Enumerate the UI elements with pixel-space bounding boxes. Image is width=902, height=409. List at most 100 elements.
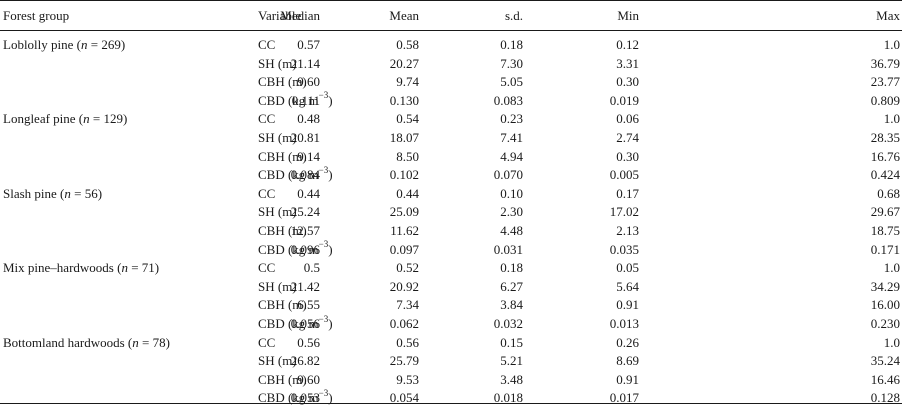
table-row: CBH (m) 12.57 11.62 4.48 2.13 18.75	[0, 223, 902, 242]
variable-exponent: −3	[318, 90, 329, 101]
median-cell: 9.60	[297, 74, 320, 90]
mean-cell: 0.102	[389, 167, 419, 183]
sd-cell: 7.41	[500, 130, 523, 145]
median-cell: 20.81	[290, 130, 320, 145]
mean-cell: 11.62	[390, 223, 419, 238]
median-cell: 21.42	[290, 278, 320, 294]
variable-name: SH (m)	[258, 130, 297, 145]
forest-group-name: Bottomland hardwoods (	[3, 334, 133, 350]
max-cell: 28.35	[870, 130, 900, 145]
max-cell: 0.424	[870, 167, 900, 183]
sd-cell: 0.031	[493, 241, 523, 257]
mean-cell: 0.062	[389, 316, 419, 331]
sample-size-value: = 71)	[127, 260, 160, 276]
forest-group-label: Loblolly pine (n = 269)	[3, 37, 125, 53]
sd-cell: 4.48	[500, 223, 523, 238]
variable-cell: CC	[258, 111, 275, 127]
sample-size-symbol: n	[132, 334, 139, 350]
sample-size-value: = 269)	[87, 37, 126, 52]
mean-cell: 0.54	[396, 111, 419, 127]
variable-close: )	[328, 316, 333, 331]
mean-cell: 9.74	[396, 74, 419, 90]
sample-size-symbol: n	[81, 37, 88, 52]
max-cell: 23.77	[870, 74, 900, 90]
variable-close: )	[328, 241, 333, 257]
sd-cell: 3.48	[500, 371, 523, 387]
max-cell: 29.67	[870, 204, 900, 220]
max-cell: 1.0	[883, 260, 900, 276]
sd-cell: 0.18	[500, 37, 523, 52]
sample-size-symbol: n	[83, 111, 90, 127]
max-cell: 0.128	[870, 390, 900, 406]
median-cell: 0.44	[297, 185, 320, 201]
sd-cell: 0.070	[493, 167, 523, 183]
sd-cell: 2.30	[500, 204, 523, 220]
variable-cell: CBD (kg m−3)	[258, 313, 333, 332]
variable-cell: SH (m)	[258, 130, 297, 146]
max-cell: 1.0	[883, 37, 900, 52]
variable-cell: CC	[258, 260, 275, 276]
variable-cell: CBH (m)	[258, 372, 307, 388]
median-cell: 0.5	[303, 260, 320, 276]
table-row: Bottomland hardwoods (n = 78) CC 0.56 0.56 0…	[0, 335, 902, 354]
min-cell: 0.05	[616, 260, 639, 276]
median-cell: 21.14	[290, 55, 320, 71]
max-cell: 34.29	[870, 278, 900, 294]
min-cell: 0.91	[616, 371, 639, 387]
variable-cell: SH (m)	[258, 56, 297, 72]
forest-group-name: Longleaf pine (	[3, 111, 84, 127]
variable-name: SH (m)	[258, 204, 297, 220]
min-cell: 0.06	[616, 111, 639, 127]
max-cell: 1.0	[883, 111, 900, 127]
median-cell: 0.056	[290, 316, 320, 331]
max-cell: 35.24	[870, 353, 900, 369]
variable-name: CBD (kg m	[258, 167, 319, 183]
table-row: Longleaf pine (n = 129) CC 0.48 0.54 0.23 0.0…	[0, 111, 902, 130]
variable-cell: SH (m)	[258, 279, 297, 295]
variable-cell: CBH (m)	[258, 297, 307, 313]
min-cell: 0.017	[609, 390, 639, 406]
variable-exponent: −3	[318, 313, 329, 324]
table-row: CBH (m) 6.55 7.34 3.84 0.91 16.00	[0, 297, 902, 316]
variable-cell: CBH (m)	[258, 149, 307, 165]
mean-cell: 18.07	[389, 130, 419, 145]
forest-group-name: Slash pine (	[3, 185, 65, 201]
variable-name: CBD (kg m	[258, 241, 319, 257]
min-cell: 0.30	[616, 74, 639, 90]
min-cell: 2.13	[616, 223, 639, 238]
table-row: CBD (kg m−3) 0.096 0.097 0.031 0.035 0.171	[0, 240, 902, 261]
max-cell: 18.75	[870, 223, 900, 238]
table-row: Slash pine (n = 56) CC 0.44 0.44 0.10 0.17 0.6…	[0, 186, 902, 205]
variable-name: CBD (kg m	[258, 316, 319, 331]
sd-cell: 0.018	[493, 390, 523, 406]
mean-cell: 8.50	[396, 148, 419, 164]
table-row: CBD (kg m−3) 0.084 0.102 0.070 0.005 0.424	[0, 165, 902, 186]
sd-cell: 0.18	[500, 260, 523, 276]
table-row: CBD (kg m−3) 0.053 0.054 0.018 0.017 0.128	[0, 389, 902, 409]
forest-group-name: Mix pine–hardwoods (	[3, 260, 122, 276]
sd-cell: 0.10	[500, 185, 523, 201]
max-cell: 16.76	[870, 148, 900, 164]
variable-name: SH (m)	[258, 278, 297, 294]
median-cell: 25.24	[290, 204, 320, 220]
min-cell: 0.30	[616, 148, 639, 164]
variable-name: SH (m)	[258, 55, 297, 71]
min-cell: 17.02	[609, 204, 639, 220]
sd-cell: 3.84	[500, 297, 523, 313]
min-cell: 0.26	[616, 334, 639, 350]
max-cell: 0.68	[877, 185, 900, 201]
header-min: Min	[617, 8, 639, 23]
median-cell: 9.14	[297, 148, 320, 164]
mean-cell: 9.53	[396, 371, 419, 387]
forest-group-label: Mix pine–hardwoods (n = 71)	[3, 260, 159, 276]
variable-close: )	[328, 167, 333, 183]
median-cell: 9.60	[297, 371, 320, 387]
variable-name: CC	[258, 185, 276, 201]
sd-cell: 4.94	[500, 148, 523, 164]
variable-cell: CC	[258, 335, 275, 351]
mean-cell: 20.92	[389, 278, 419, 294]
min-cell: 0.035	[609, 241, 639, 257]
variable-cell: CBD (kg m−3)	[258, 240, 333, 258]
max-cell: 36.79	[870, 55, 900, 71]
variable-name: CC	[258, 37, 276, 52]
